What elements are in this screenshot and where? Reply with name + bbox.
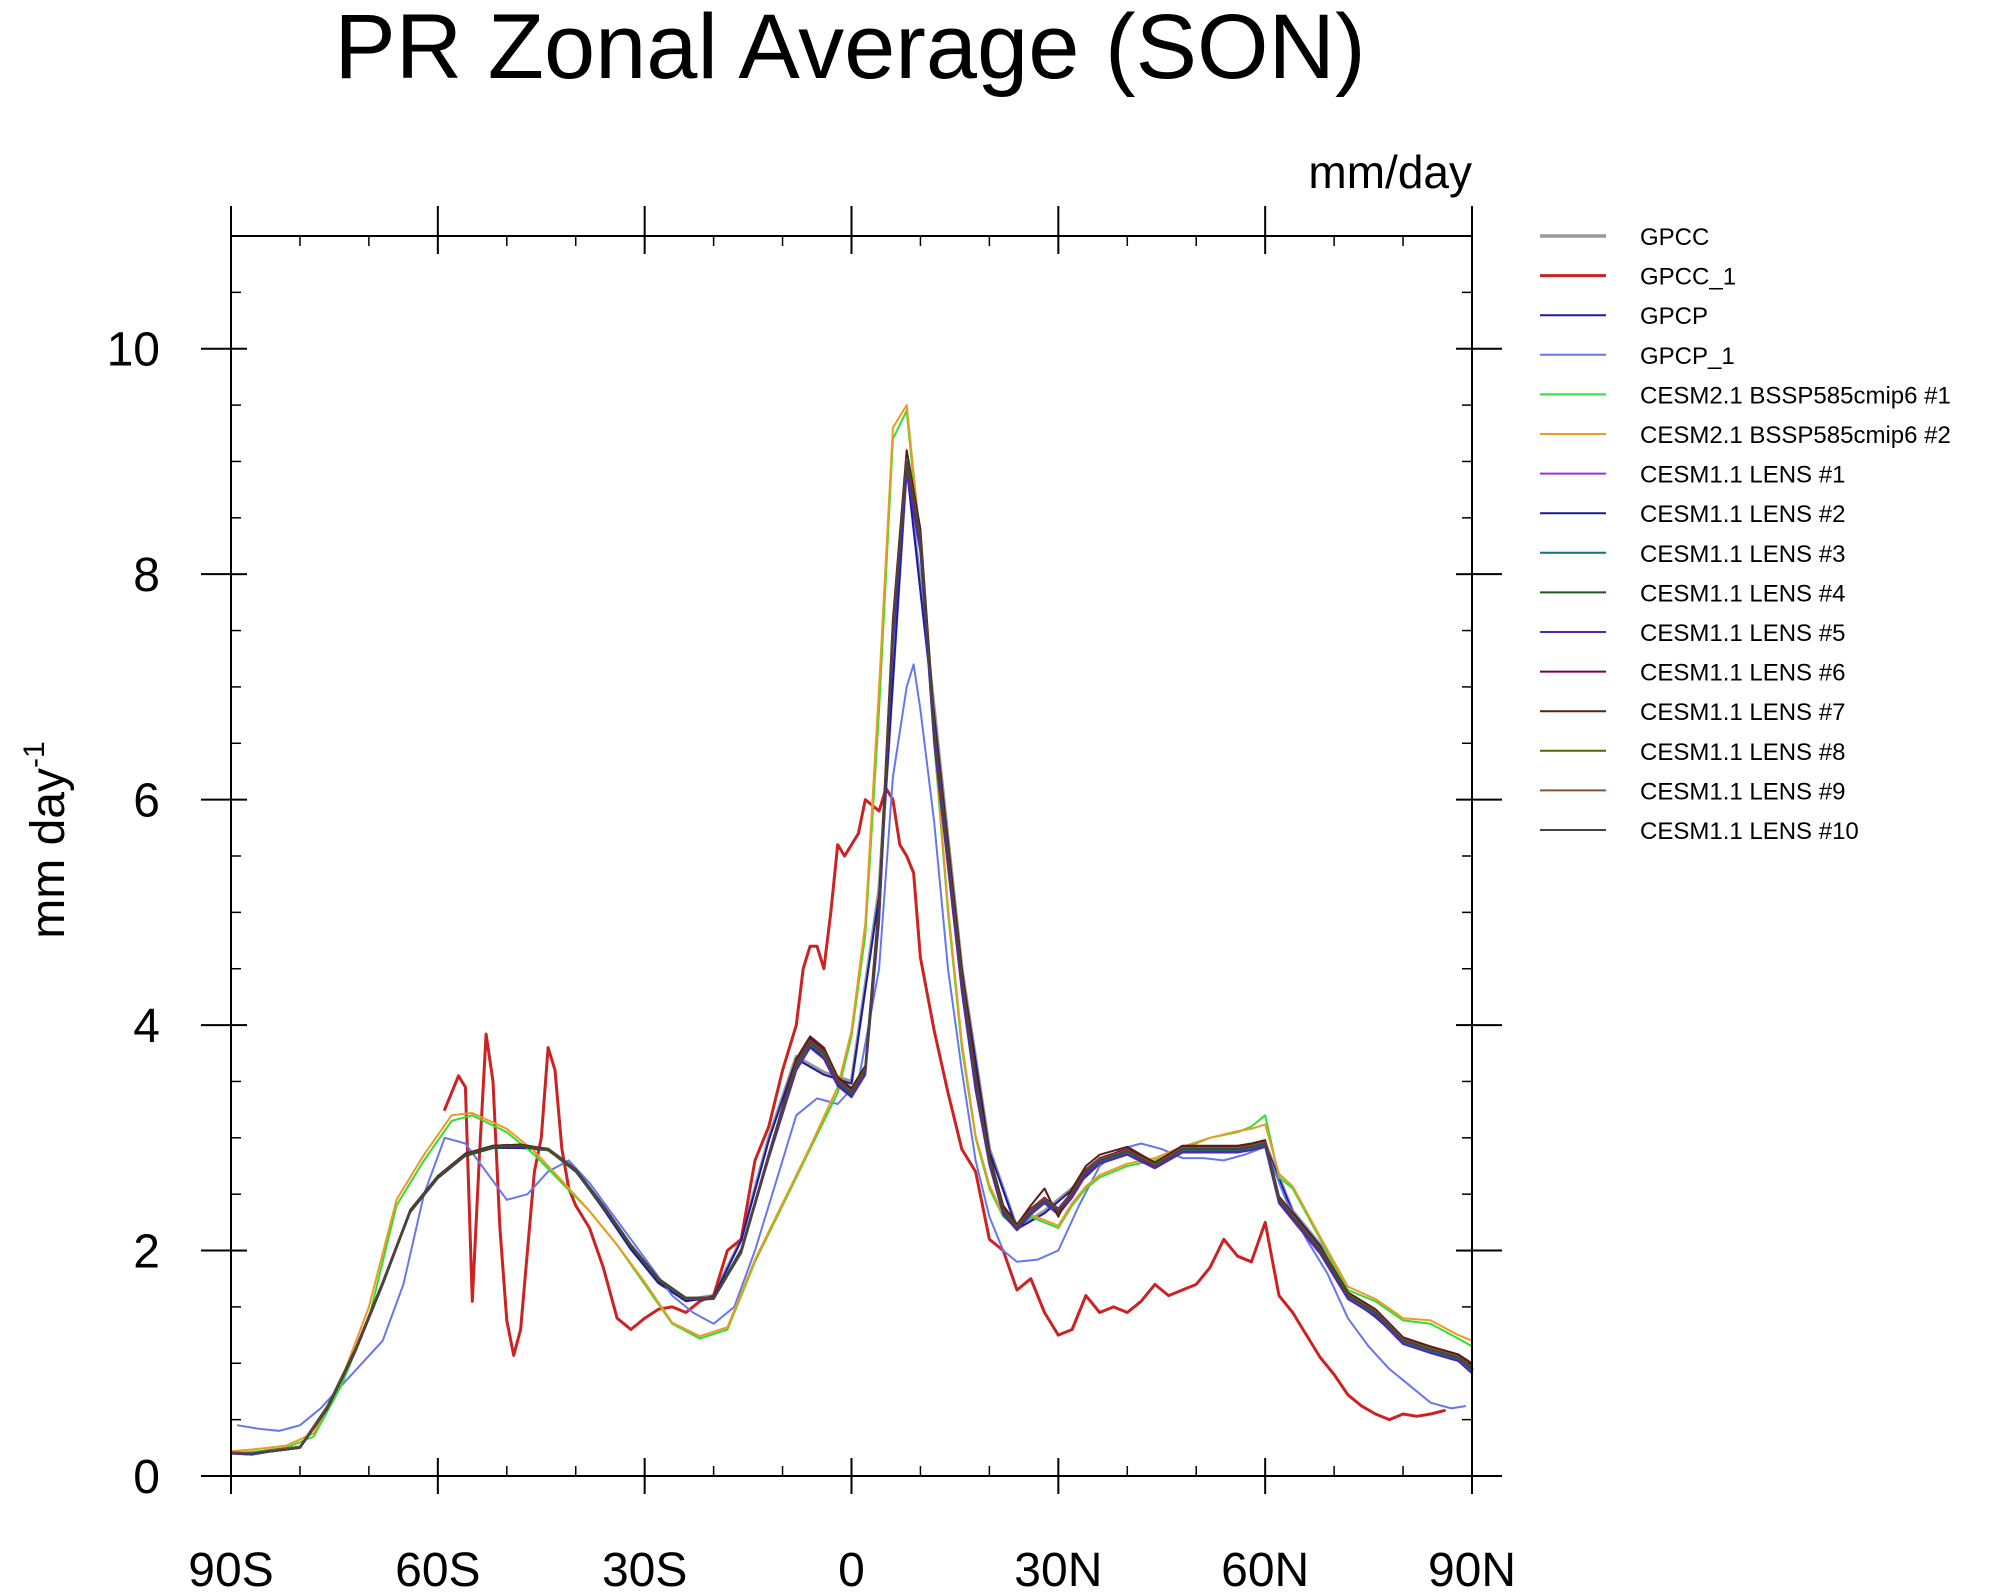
legend-entry: CESM1.1 LENS #5 [1640, 620, 1845, 647]
x-tick-label: 30N [1014, 1544, 1102, 1596]
x-tick-label: 60S [395, 1544, 480, 1596]
legend-entry: CESM1.1 LENS #8 [1640, 739, 1845, 766]
x-tick-label: 60N [1221, 1544, 1309, 1596]
legend-entry: CESM1.1 LENS #7 [1640, 699, 1845, 726]
legend-entry: CESM1.1 LENS #6 [1640, 660, 1845, 687]
legend-entry: GPCP_1 [1640, 343, 1735, 370]
chart-title: PR Zonal Average (SON) [334, 0, 1365, 98]
legend: GPCC GPCC_1 GPCP GPCP_1 CESM2.1 BSSP585cmip6… [1540, 224, 1951, 845]
legend-entry: CESM2.1 BSSP585cmip6 #1 [1640, 382, 1951, 409]
units-label: mm/day [1308, 146, 1472, 198]
series-line-11 [230, 471, 1473, 1456]
legend-entry: CESM1.1 LENS #4 [1640, 580, 1845, 607]
y-axis-label-superscript: -1 [18, 741, 51, 768]
legend-entry: CESM1.1 LENS #3 [1640, 541, 1845, 568]
legend-entry: GPCC [1640, 224, 1709, 251]
x-tick-label: 90N [1428, 1544, 1516, 1596]
y-tick-label: 4 [133, 1000, 160, 1053]
series-line-3 [464, 466, 1473, 1371]
y-tick-label: 10 [107, 324, 160, 377]
legend-entry: GPCC_1 [1640, 264, 1736, 291]
x-tick-label: 90S [188, 1544, 273, 1596]
series-line-13 [230, 449, 1473, 1455]
legend-entry: CESM1.1 LENS #2 [1640, 501, 1845, 528]
series-line-16 [230, 460, 1473, 1455]
y-tick-label: 2 [133, 1226, 160, 1279]
x-tick-label: 30S [602, 1544, 687, 1596]
y-tick-label: 0 [133, 1451, 160, 1504]
series-line-2 [443, 786, 1446, 1422]
plot-frame [230, 235, 1473, 1477]
y-tick-label: 8 [133, 549, 160, 602]
series-line-4 [236, 663, 1467, 1432]
legend-entry: GPCP [1640, 303, 1708, 330]
y-axis-label-text: mm day [22, 768, 75, 939]
series-line-1 [463, 459, 1474, 1371]
y-axis-label: mm day-1 [18, 741, 75, 938]
legend-entry: CESM2.1 BSSP585cmip6 #2 [1640, 422, 1951, 449]
series-line-6 [230, 404, 1473, 1453]
series-lines [230, 404, 1474, 1456]
axes: 90S 60S 30S 0 30N 60N 90N 0 2 4 6 8 10 [107, 206, 1516, 1596]
series-line-5 [230, 409, 1473, 1455]
y-tick-label: 6 [133, 775, 160, 828]
legend-entry: CESM1.1 LENS #10 [1640, 818, 1859, 845]
x-tick-label: 0 [838, 1544, 865, 1596]
legend-entry: CESM1.1 LENS #1 [1640, 462, 1845, 489]
legend-entry: CESM1.1 LENS #9 [1640, 778, 1845, 805]
